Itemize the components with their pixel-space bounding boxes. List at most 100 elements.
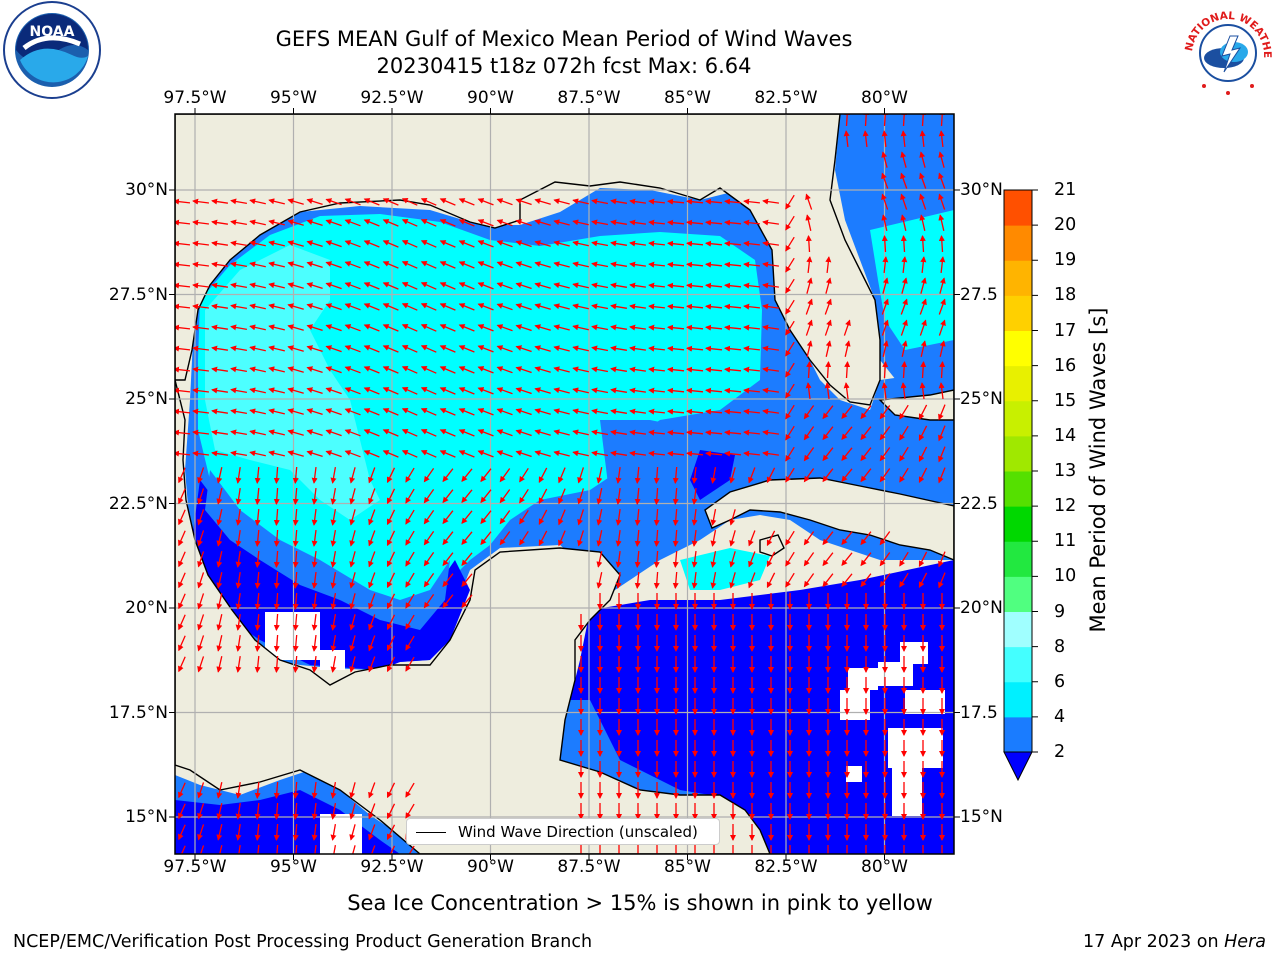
- wind-direction-arrow: [477, 240, 494, 248]
- wind-direction-arrow: [216, 824, 223, 841]
- wind-direction-arrow: [496, 408, 513, 416]
- wind-direction-arrow: [691, 467, 698, 484]
- wind-direction-arrow: [824, 319, 832, 336]
- wind-direction-arrow: [249, 282, 266, 289]
- wind-direction-arrow: [615, 530, 622, 547]
- wind-direction-arrow: [461, 510, 473, 524]
- wind-direction-arrow: [192, 387, 209, 394]
- wind-direction-arrow: [175, 219, 191, 226]
- colorbar-segment: [1004, 260, 1032, 296]
- wind-direction-arrow: [939, 277, 946, 294]
- wind-direction-arrow: [254, 823, 261, 841]
- wind-direction-arrow: [843, 130, 850, 147]
- wind-direction-arrow: [254, 571, 261, 589]
- wind-direction-arrow: [273, 781, 280, 799]
- colorbar-tick-label: 19: [1054, 250, 1077, 271]
- colorbar-segment: [1004, 541, 1032, 577]
- wind-direction-arrow: [311, 572, 318, 589]
- wind-direction-arrow: [553, 450, 570, 457]
- wind-direction-arrow: [292, 823, 299, 841]
- wind-direction-arrow: [648, 282, 665, 289]
- wind-direction-arrow: [919, 298, 927, 315]
- wind-direction-arrow: [785, 425, 795, 441]
- wind-direction-arrow: [458, 387, 475, 395]
- wind-direction-arrow: [705, 324, 723, 331]
- wind-direction-arrow: [292, 802, 299, 820]
- wind-direction-arrow: [724, 282, 742, 289]
- wind-direction-arrow: [920, 256, 927, 273]
- wind-direction-arrow: [648, 429, 665, 436]
- wind-direction-arrow: [439, 282, 456, 290]
- wind-direction-arrow: [553, 366, 570, 373]
- wind-direction-arrow: [401, 450, 418, 458]
- wind-direction-arrow: [405, 488, 415, 504]
- wind-direction-arrow: [648, 387, 665, 394]
- wind-direction-arrow: [382, 219, 399, 227]
- wind-direction-arrow: [918, 551, 928, 567]
- wind-direction-arrow: [401, 261, 418, 269]
- wind-direction-arrow: [216, 467, 223, 484]
- wind-direction-arrow: [254, 634, 261, 652]
- wind-direction-arrow: [197, 614, 205, 631]
- lat-tick-label-left: 30°N: [125, 180, 168, 200]
- wind-direction-arrow: [442, 573, 454, 588]
- wind-direction-arrow: [591, 261, 609, 268]
- wind-direction-arrow: [401, 387, 418, 395]
- wind-direction-arrow: [420, 387, 437, 395]
- wind-direction-arrow: [178, 593, 186, 610]
- wind-direction-arrow: [844, 340, 851, 357]
- wind-direction-arrow: [686, 408, 704, 415]
- wind-direction-arrow: [558, 488, 566, 505]
- wind-direction-arrow: [879, 426, 891, 441]
- wind-direction-arrow: [330, 550, 337, 568]
- wind-direction-arrow: [235, 467, 242, 484]
- colorbar: [1003, 189, 1038, 782]
- wind-direction-arrow: [499, 468, 511, 483]
- wind-direction-arrow: [553, 387, 570, 394]
- colorbar-segment: [1004, 681, 1032, 718]
- wind-direction-arrow: [230, 240, 248, 247]
- wind-direction-arrow: [349, 551, 356, 568]
- wind-direction-arrow: [477, 261, 494, 269]
- wind-direction-arrow: [672, 466, 679, 484]
- wind-direction-arrow: [724, 240, 742, 247]
- wind-direction-arrow: [363, 219, 380, 227]
- wind-direction-arrow: [882, 256, 889, 273]
- wind-direction-arrow: [382, 450, 399, 458]
- wind-direction-arrow: [515, 240, 532, 248]
- atlantic-cyan: [870, 210, 954, 350]
- wind-direction-arrow: [382, 261, 399, 269]
- wind-direction-arrow: [330, 655, 337, 673]
- wind-direction-arrow: [480, 531, 492, 546]
- wind-direction-arrow: [363, 240, 380, 248]
- wind-direction-arrow: [629, 387, 646, 394]
- wind-direction-arrow: [461, 468, 473, 482]
- wind-direction-arrow: [743, 408, 760, 415]
- wind-direction-arrow: [175, 198, 191, 205]
- wind-direction-arrow: [572, 366, 589, 373]
- lat-tick-label-right: 20°N: [960, 598, 1003, 618]
- wind-direction-arrow: [178, 488, 186, 505]
- wind-direction-arrow: [667, 198, 685, 205]
- wind-direction-arrow: [572, 261, 589, 268]
- wind-direction-arrow: [439, 429, 456, 437]
- wind-direction-arrow: [803, 426, 815, 441]
- colorbar-segment: [1004, 471, 1032, 507]
- wind-direction-arrow: [349, 467, 356, 484]
- wind-direction-arrow: [653, 550, 660, 568]
- wind-direction-arrow: [439, 198, 456, 206]
- wind-direction-arrow: [729, 467, 736, 484]
- wind-direction-arrow: [805, 298, 813, 315]
- wind-direction-arrow: [386, 488, 396, 505]
- wind-direction-arrow: [553, 324, 570, 331]
- wind-direction-arrow: [553, 261, 570, 268]
- wind-direction-arrow: [724, 387, 742, 394]
- wind-direction-arrow: [499, 531, 511, 546]
- wind-direction-arrow: [386, 803, 396, 820]
- wind-direction-arrow: [591, 408, 609, 415]
- wind-direction-arrow: [822, 573, 834, 588]
- wind-direction-arrow: [806, 340, 813, 357]
- wind-direction-arrow: [325, 345, 342, 353]
- wind-direction-arrow: [686, 261, 704, 268]
- map-area: [175, 114, 954, 854]
